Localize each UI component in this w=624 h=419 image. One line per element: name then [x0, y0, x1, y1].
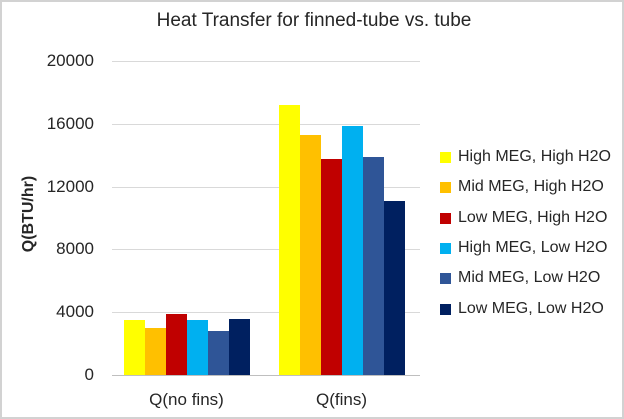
bar-q-fins-high-meg-high-h2o	[278, 105, 300, 375]
bar-q-fins-mid-meg-low-h2o	[362, 157, 384, 375]
gridline-16000	[112, 124, 420, 125]
legend-label: High MEG, High H2O	[458, 148, 611, 165]
y-tick-label-20000: 20000	[46, 51, 94, 70]
legend-swatch-icon	[440, 212, 451, 224]
legend-item-low-meg-low-h2o: Low MEG, Low H2O	[440, 299, 604, 319]
bar-q-fins-low-meg-low-h2o	[383, 201, 405, 375]
bar-q-no-fins-high-meg-low-h2o	[186, 320, 208, 375]
bar-q-no-fins-low-meg-high-h2o	[165, 314, 187, 375]
gridline-12000	[112, 187, 420, 188]
bar-q-no-fins-low-meg-low-h2o	[228, 319, 250, 375]
x-category-label-q-fins: Q(fins)	[316, 390, 367, 409]
legend-label: Low MEG, Low H2O	[458, 300, 604, 317]
bar-q-no-fins-mid-meg-high-h2o	[144, 328, 166, 375]
legend-item-low-meg-high-h2o: Low MEG, High H2O	[440, 208, 607, 228]
legend-swatch-icon	[440, 272, 451, 284]
legend-item-high-meg-low-h2o: High MEG, Low H2O	[440, 238, 607, 258]
legend-item-mid-meg-low-h2o: Mid MEG, Low H2O	[440, 268, 600, 288]
gridline-20000	[112, 61, 420, 62]
x-axis-line	[112, 375, 420, 376]
gridline-8000	[112, 249, 420, 250]
x-category-label-q-no-fins: Q(no fins)	[149, 390, 224, 409]
bar-q-fins-mid-meg-high-h2o	[299, 135, 321, 375]
legend-label: High MEG, Low H2O	[458, 239, 608, 256]
legend-swatch-icon	[440, 151, 451, 163]
bar-q-fins-low-meg-high-h2o	[320, 159, 342, 375]
legend-swatch-icon	[440, 242, 451, 254]
y-tick-label-0: 0	[84, 365, 94, 384]
legend-item-mid-meg-high-h2o: Mid MEG, High H2O	[440, 177, 604, 197]
legend-swatch-icon	[440, 181, 451, 193]
y-tick-label-12000: 12000	[46, 177, 94, 196]
legend-swatch-icon	[440, 303, 451, 315]
legend-label: Mid MEG, High H2O	[458, 178, 604, 195]
y-tick-label-8000: 8000	[56, 239, 94, 258]
chart-title: Heat Transfer for finned-tube vs. tube	[156, 10, 472, 31]
bar-q-no-fins-high-meg-high-h2o	[123, 320, 145, 375]
gridline-4000	[112, 312, 420, 313]
legend-item-high-meg-high-h2o: High MEG, High H2O	[440, 147, 611, 167]
bar-q-fins-high-meg-low-h2o	[341, 126, 363, 375]
y-tick-label-16000: 16000	[46, 114, 94, 133]
y-tick-label-4000: 4000	[56, 302, 94, 321]
bar-q-no-fins-mid-meg-low-h2o	[207, 331, 229, 375]
legend-label: Mid MEG, Low H2O	[458, 269, 601, 286]
legend-label: Low MEG, High H2O	[458, 209, 608, 226]
